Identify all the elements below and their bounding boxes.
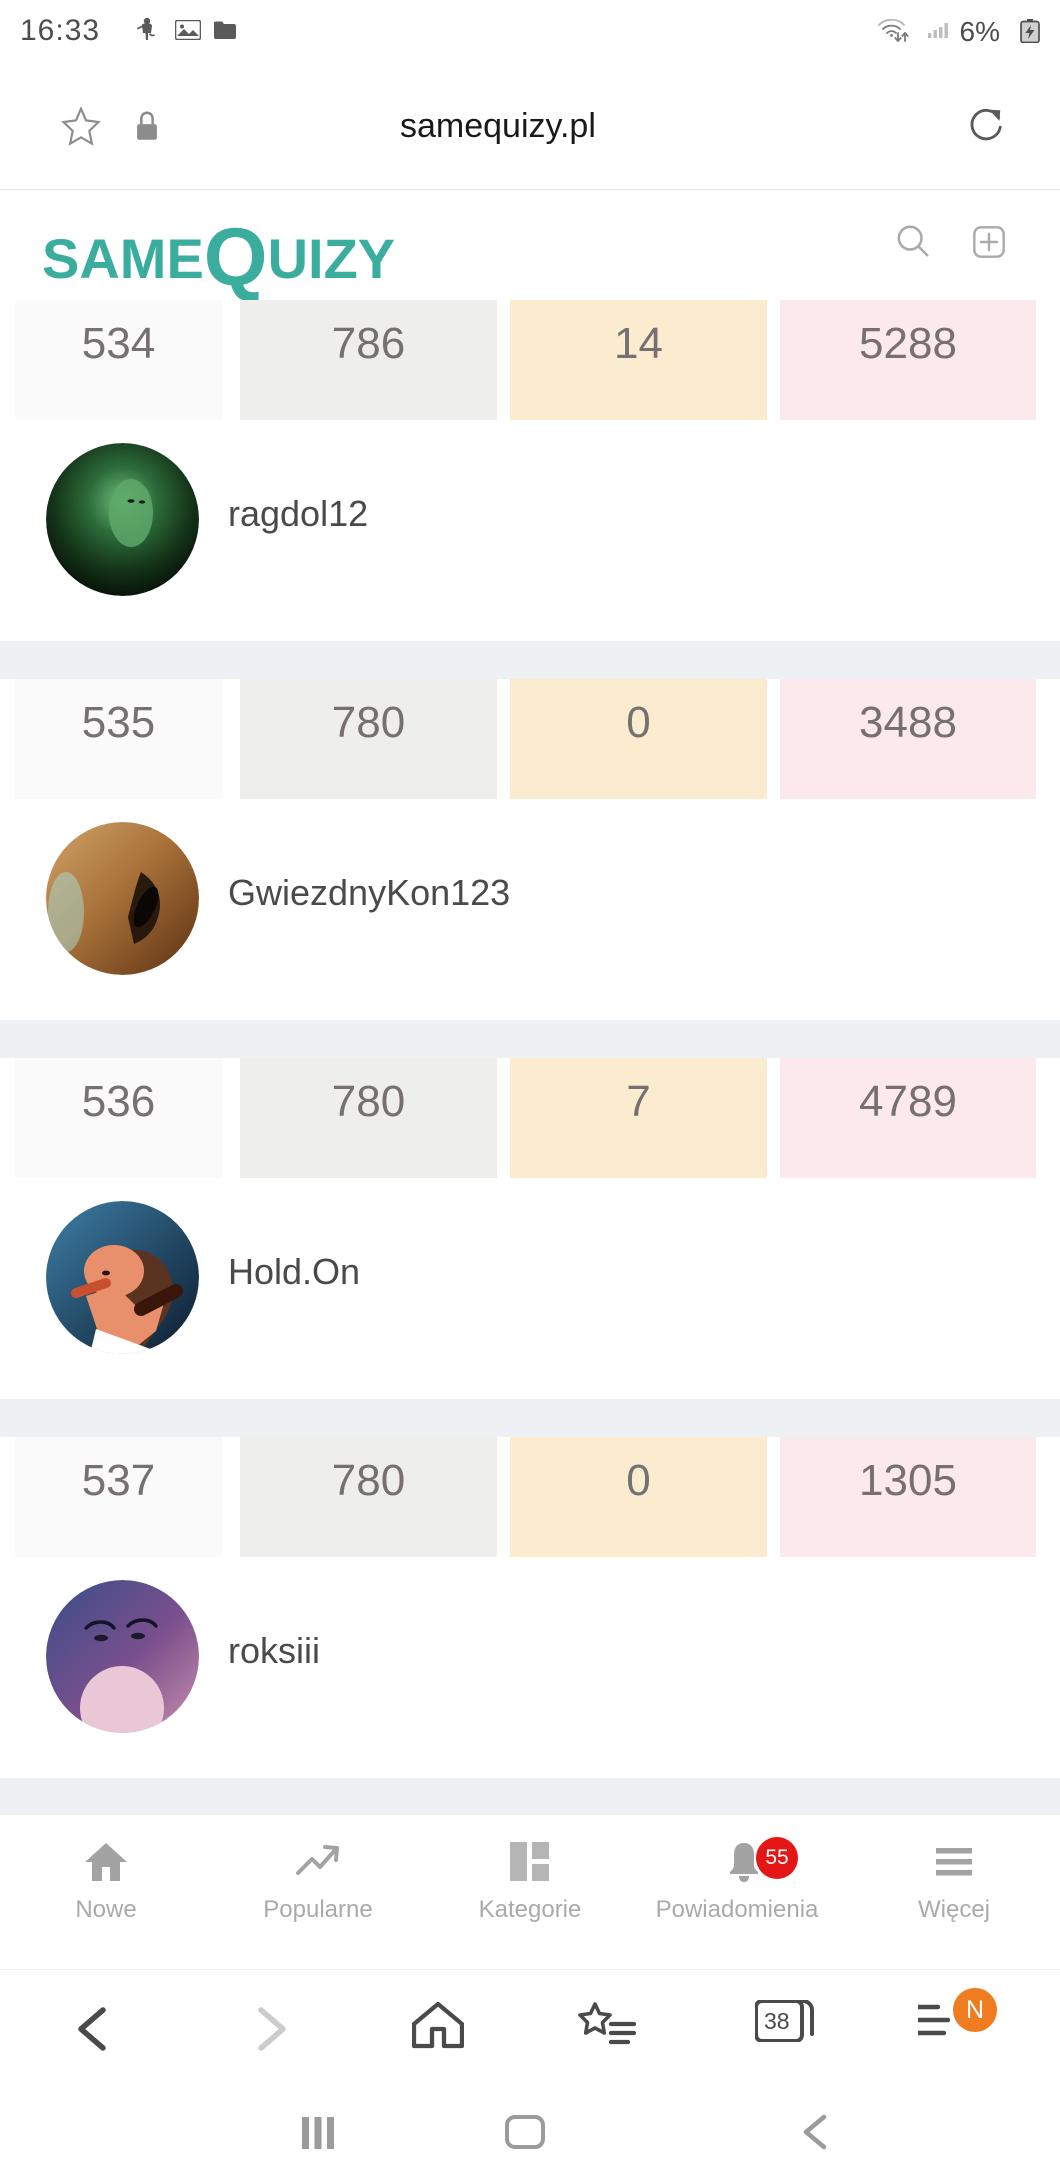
svg-text:38: 38 — [764, 2008, 790, 2034]
